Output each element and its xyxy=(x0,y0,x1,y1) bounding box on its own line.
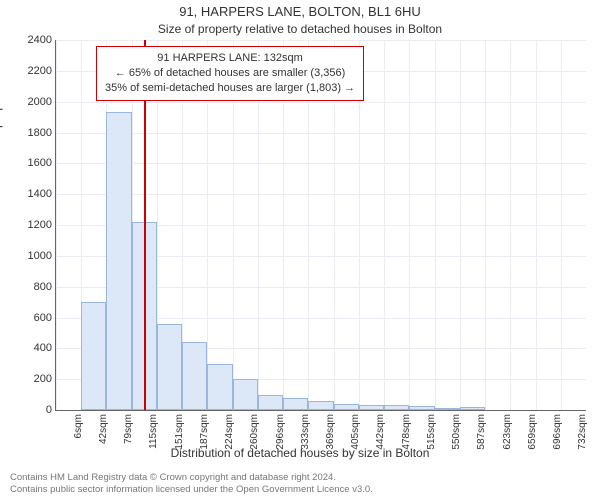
x-tick-label: 42sqm xyxy=(98,414,109,444)
y-axis-label: Number of detached properties xyxy=(0,75,3,240)
chart-subtitle: Size of property relative to detached ho… xyxy=(0,22,600,36)
gridline xyxy=(536,40,537,410)
annotation-line: ← 65% of detached houses are smaller (3,… xyxy=(105,66,355,81)
gridline xyxy=(460,40,461,410)
x-tick-label: 187sqm xyxy=(199,414,210,450)
gridline xyxy=(56,40,57,410)
x-tick-label: 260sqm xyxy=(249,414,260,450)
x-tick-label: 696sqm xyxy=(552,414,563,450)
y-tick-label: 800 xyxy=(34,281,52,293)
gridline xyxy=(510,40,511,410)
x-tick-label: 405sqm xyxy=(350,414,361,450)
annotation-line: 91 HARPERS LANE: 132sqm xyxy=(105,51,355,66)
credits: Contains HM Land Registry data © Crown c… xyxy=(10,472,373,496)
gridline xyxy=(56,133,586,134)
y-tick-label: 2000 xyxy=(28,96,52,108)
x-tick-label: 732sqm xyxy=(577,414,588,450)
gridline xyxy=(56,194,586,195)
histogram-bar xyxy=(157,324,182,410)
y-tick-label: 1400 xyxy=(28,188,52,200)
histogram-bar xyxy=(106,112,131,410)
histogram-bar xyxy=(81,302,106,410)
histogram-bar xyxy=(207,364,232,410)
x-tick-label: 442sqm xyxy=(375,414,386,450)
histogram-bar xyxy=(359,405,384,410)
histogram-bar xyxy=(233,379,258,410)
histogram-bar xyxy=(334,404,359,410)
y-tick-label: 2400 xyxy=(28,34,52,46)
x-tick-label: 296sqm xyxy=(275,414,286,450)
x-tick-label: 515sqm xyxy=(426,414,437,450)
y-tick-label: 1200 xyxy=(28,219,52,231)
y-tick-label: 1800 xyxy=(28,127,52,139)
histogram-bar xyxy=(460,407,485,410)
plot-area: 0200400600800100012001400160018002000220… xyxy=(55,40,586,411)
y-tick-label: 1000 xyxy=(28,250,52,262)
x-tick-label: 623sqm xyxy=(502,414,513,450)
credit-line: Contains HM Land Registry data © Crown c… xyxy=(10,472,373,484)
histogram-bar xyxy=(283,398,308,410)
histogram-bar xyxy=(384,405,409,410)
x-tick-label: 550sqm xyxy=(451,414,462,450)
x-tick-label: 587sqm xyxy=(476,414,487,450)
gridline xyxy=(485,40,486,410)
property-size-chart: 91, HARPERS LANE, BOLTON, BL1 6HU Size o… xyxy=(0,0,600,500)
x-tick-label: 224sqm xyxy=(224,414,235,450)
gridline xyxy=(56,40,586,41)
annotation-line: 35% of semi-detached houses are larger (… xyxy=(105,81,355,96)
gridline xyxy=(56,163,586,164)
x-tick-label: 115sqm xyxy=(148,414,159,449)
chart-title: 91, HARPERS LANE, BOLTON, BL1 6HU xyxy=(0,4,600,19)
gridline xyxy=(561,40,562,410)
y-tick-label: 400 xyxy=(34,342,52,354)
gridline xyxy=(56,102,586,103)
x-tick-label: 151sqm xyxy=(174,414,185,450)
histogram-bar xyxy=(258,395,283,410)
y-tick-label: 600 xyxy=(34,312,52,324)
histogram-bar xyxy=(182,342,207,410)
histogram-bar xyxy=(308,401,333,410)
y-tick-label: 200 xyxy=(34,373,52,385)
y-tick-label: 2200 xyxy=(28,65,52,77)
y-tick-label: 0 xyxy=(46,404,52,416)
x-tick-label: 333sqm xyxy=(300,414,311,450)
gridline xyxy=(409,40,410,410)
x-tick-label: 79sqm xyxy=(123,414,134,444)
x-tick-label: 369sqm xyxy=(325,414,336,450)
y-tick-label: 1600 xyxy=(28,157,52,169)
credit-line: Contains public sector information licen… xyxy=(10,484,373,496)
x-tick-label: 6sqm xyxy=(73,414,84,438)
x-tick-label: 478sqm xyxy=(401,414,412,450)
gridline xyxy=(384,40,385,410)
histogram-bar xyxy=(435,408,460,410)
histogram-bar xyxy=(409,406,434,410)
x-tick-label: 659sqm xyxy=(527,414,538,450)
annotation-box: 91 HARPERS LANE: 132sqm← 65% of detached… xyxy=(96,46,364,101)
gridline xyxy=(435,40,436,410)
